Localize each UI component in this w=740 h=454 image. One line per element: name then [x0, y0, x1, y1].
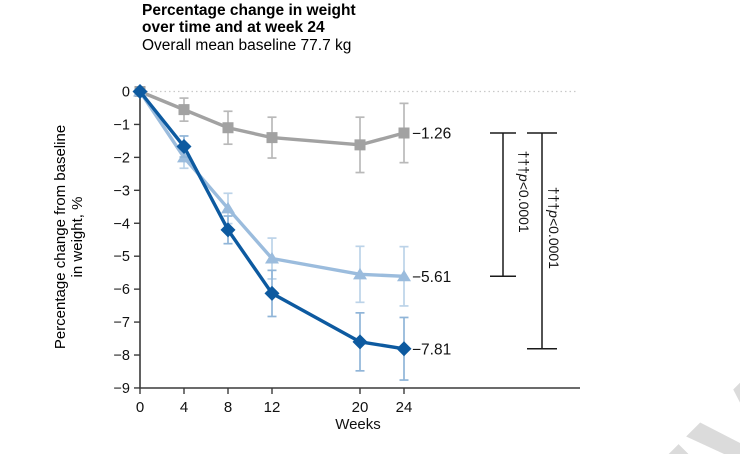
square-marker	[222, 122, 234, 134]
series-line-square	[138, 89, 406, 147]
diamond-marker	[264, 285, 280, 301]
x-axis-tick-label: 24	[396, 399, 413, 416]
y-axis-tick-label: −6	[113, 282, 130, 298]
chart-title-line1: Percentage change in weight	[142, 2, 356, 19]
square-marker	[266, 132, 278, 144]
y-axis-tick-label: −5	[113, 249, 130, 265]
comparison-bracket	[490, 132, 516, 278]
y-axis-title-line2: in weight, %	[69, 196, 86, 278]
series-end-value-label: −1.26	[412, 126, 451, 143]
x-axis-tick-label: 8	[224, 399, 232, 416]
x-axis-tick-label: 0	[136, 399, 144, 416]
triangle-marker	[221, 201, 235, 214]
y-axis-tick-label: 0	[122, 85, 130, 101]
y-axis-tick-label: −4	[113, 216, 130, 232]
y-axis-title: Percentage change from baseline in weigh…	[52, 67, 88, 407]
diamond-marker	[132, 84, 148, 99]
series-line-diamond	[138, 89, 406, 351]
square-marker	[178, 104, 190, 116]
p-value-label: †††p<0.0001	[546, 187, 562, 269]
triangle-marker	[265, 252, 279, 264]
chart-subtitle: Overall mean baseline 77.7 kg	[142, 37, 352, 54]
comparison-bracket	[527, 132, 557, 350]
x-axis-tick-label: 20	[352, 399, 369, 416]
x-axis-tick-label: 12	[264, 399, 281, 416]
diamond-marker	[396, 341, 412, 357]
square-marker	[354, 139, 366, 151]
y-axis-tick-label: −9	[113, 381, 130, 397]
y-axis-title-line1: Percentage change from baseline	[52, 124, 69, 350]
p-value-label: †††p<0.0001	[516, 151, 532, 233]
series-end-value-label: −5.61	[412, 269, 451, 286]
diamond-marker	[176, 139, 192, 155]
diamond-marker	[352, 334, 368, 350]
triangle-marker	[397, 269, 411, 282]
x-axis-title: Weeks	[335, 416, 381, 433]
y-axis-tick-label: −7	[113, 315, 130, 331]
diamond-marker	[220, 222, 236, 238]
y-axis-tick-label: −3	[113, 183, 130, 199]
triangle-marker	[353, 267, 367, 280]
y-axis-tick-label: −1	[113, 117, 130, 133]
series-end-value-label: −7.81	[412, 341, 451, 358]
x-axis-tick-label: 4	[180, 399, 188, 416]
square-marker	[398, 127, 410, 139]
y-axis-tick-label: −8	[113, 348, 130, 364]
y-axis-tick-label: −2	[113, 150, 130, 166]
chart-title-line2: over time and at week 24	[142, 19, 325, 36]
